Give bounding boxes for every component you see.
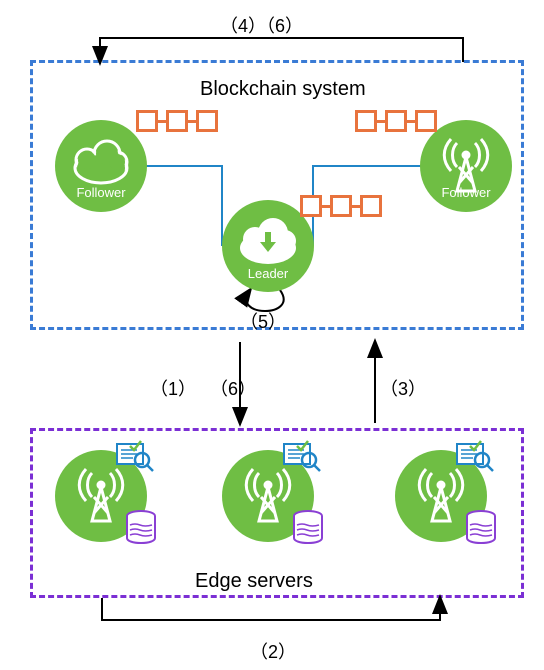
chain-icon-3 <box>300 195 382 217</box>
doc-icon-2 <box>282 440 324 474</box>
step-3: （3） <box>380 375 426 401</box>
blockchain-title: Blockchain system <box>200 78 366 101</box>
chain-icon-2 <box>355 110 437 132</box>
step-5: （5） <box>240 308 286 334</box>
doc-icon-1 <box>115 440 157 474</box>
follower2-label: Follower <box>420 185 512 200</box>
follower1-label: Follower <box>55 185 147 200</box>
edge-title: Edge servers <box>195 570 313 593</box>
db-icon-1 <box>125 510 157 546</box>
step-6b: （6） <box>210 375 256 401</box>
step-2: （2） <box>250 638 296 664</box>
step-4-6: （4）（6） <box>220 12 303 38</box>
db-icon-3 <box>465 510 497 546</box>
db-icon-2 <box>292 510 324 546</box>
leader-label: Leader <box>222 266 314 281</box>
step-1: （1） <box>150 375 196 401</box>
chain-icon-1 <box>136 110 218 132</box>
doc-icon-3 <box>455 440 497 474</box>
